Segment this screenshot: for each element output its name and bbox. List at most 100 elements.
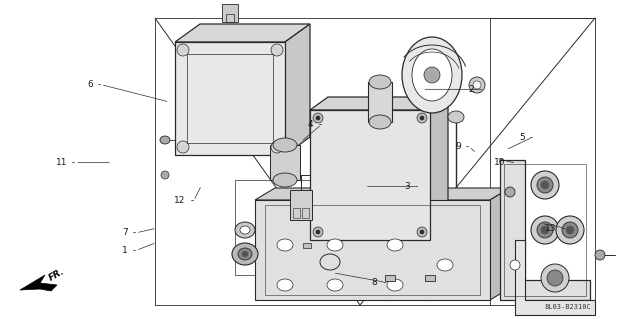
Ellipse shape bbox=[562, 222, 578, 238]
Text: -: - bbox=[508, 158, 514, 167]
Text: -: - bbox=[188, 197, 194, 205]
Text: -: - bbox=[130, 246, 136, 255]
Text: -: - bbox=[559, 224, 565, 233]
Ellipse shape bbox=[369, 75, 391, 89]
Ellipse shape bbox=[232, 243, 258, 265]
Bar bbox=[310, 110, 430, 240]
Ellipse shape bbox=[531, 171, 559, 199]
Text: 9: 9 bbox=[455, 142, 461, 151]
Ellipse shape bbox=[313, 113, 323, 123]
Ellipse shape bbox=[316, 230, 320, 234]
Polygon shape bbox=[490, 188, 510, 300]
Text: -: - bbox=[476, 85, 482, 94]
Text: 11: 11 bbox=[56, 158, 67, 167]
Text: -: - bbox=[463, 142, 469, 151]
Bar bbox=[293, 208, 300, 218]
Text: 12: 12 bbox=[174, 197, 186, 205]
Text: 3: 3 bbox=[404, 182, 410, 191]
Text: -: - bbox=[412, 182, 418, 191]
Ellipse shape bbox=[424, 67, 440, 83]
Ellipse shape bbox=[277, 239, 293, 251]
Ellipse shape bbox=[327, 239, 343, 251]
Polygon shape bbox=[310, 97, 448, 110]
Ellipse shape bbox=[271, 44, 283, 56]
Bar bbox=[235, 180, 330, 275]
Ellipse shape bbox=[417, 113, 427, 123]
Ellipse shape bbox=[235, 222, 255, 238]
Text: 6: 6 bbox=[87, 80, 93, 89]
Text: 2: 2 bbox=[468, 85, 474, 94]
Text: 4: 4 bbox=[308, 120, 314, 129]
Text: 5: 5 bbox=[519, 133, 525, 142]
Ellipse shape bbox=[537, 177, 553, 193]
Text: 8: 8 bbox=[372, 278, 378, 287]
Text: 7: 7 bbox=[122, 228, 128, 237]
Text: -: - bbox=[380, 278, 386, 287]
Ellipse shape bbox=[537, 222, 553, 238]
Bar bbox=[270, 145, 300, 180]
Ellipse shape bbox=[273, 173, 297, 187]
Polygon shape bbox=[430, 97, 448, 240]
Ellipse shape bbox=[327, 279, 343, 291]
Ellipse shape bbox=[387, 239, 403, 251]
Bar bbox=[187, 54, 273, 143]
Polygon shape bbox=[515, 240, 595, 315]
Text: 1: 1 bbox=[122, 246, 128, 255]
Ellipse shape bbox=[242, 251, 248, 257]
Ellipse shape bbox=[531, 216, 559, 244]
Ellipse shape bbox=[402, 37, 462, 113]
Bar bbox=[226, 14, 234, 22]
Ellipse shape bbox=[273, 138, 297, 152]
Bar bbox=[504, 164, 586, 296]
Bar bbox=[255, 200, 490, 300]
Ellipse shape bbox=[541, 226, 549, 234]
Text: FR.: FR. bbox=[47, 267, 66, 283]
Text: 10: 10 bbox=[494, 158, 506, 167]
Ellipse shape bbox=[238, 248, 252, 260]
Ellipse shape bbox=[161, 171, 169, 179]
Bar bbox=[368, 82, 392, 122]
Ellipse shape bbox=[313, 227, 323, 237]
Ellipse shape bbox=[240, 226, 250, 234]
Ellipse shape bbox=[510, 260, 520, 270]
Ellipse shape bbox=[387, 279, 403, 291]
Ellipse shape bbox=[420, 116, 424, 120]
Ellipse shape bbox=[595, 250, 605, 260]
Ellipse shape bbox=[417, 227, 427, 237]
Ellipse shape bbox=[469, 77, 485, 93]
Text: 8L03-B2310C: 8L03-B2310C bbox=[545, 304, 591, 310]
Polygon shape bbox=[285, 24, 310, 155]
Ellipse shape bbox=[271, 141, 283, 153]
Bar bbox=[425, 275, 435, 281]
Ellipse shape bbox=[566, 226, 574, 234]
Polygon shape bbox=[500, 160, 590, 300]
Text: -: - bbox=[95, 80, 101, 89]
Bar bbox=[222, 4, 238, 22]
Bar bbox=[302, 208, 309, 218]
Bar bbox=[385, 275, 395, 281]
Ellipse shape bbox=[177, 141, 189, 153]
Ellipse shape bbox=[412, 49, 452, 101]
Ellipse shape bbox=[437, 259, 453, 271]
Ellipse shape bbox=[277, 279, 293, 291]
Bar bbox=[175, 42, 285, 155]
Bar bbox=[265, 205, 480, 295]
Text: -: - bbox=[130, 228, 136, 237]
Ellipse shape bbox=[473, 81, 481, 89]
Text: -: - bbox=[527, 133, 533, 142]
Polygon shape bbox=[175, 24, 310, 42]
Ellipse shape bbox=[448, 111, 464, 123]
Ellipse shape bbox=[420, 230, 424, 234]
Ellipse shape bbox=[160, 136, 170, 144]
Ellipse shape bbox=[177, 44, 189, 56]
Text: -: - bbox=[69, 158, 76, 167]
Ellipse shape bbox=[541, 264, 569, 292]
Ellipse shape bbox=[547, 270, 563, 286]
Text: -: - bbox=[316, 120, 322, 129]
Ellipse shape bbox=[369, 115, 391, 129]
Ellipse shape bbox=[316, 116, 320, 120]
Bar bbox=[290, 190, 312, 220]
Ellipse shape bbox=[541, 181, 549, 189]
Ellipse shape bbox=[505, 187, 515, 197]
Polygon shape bbox=[255, 188, 510, 200]
